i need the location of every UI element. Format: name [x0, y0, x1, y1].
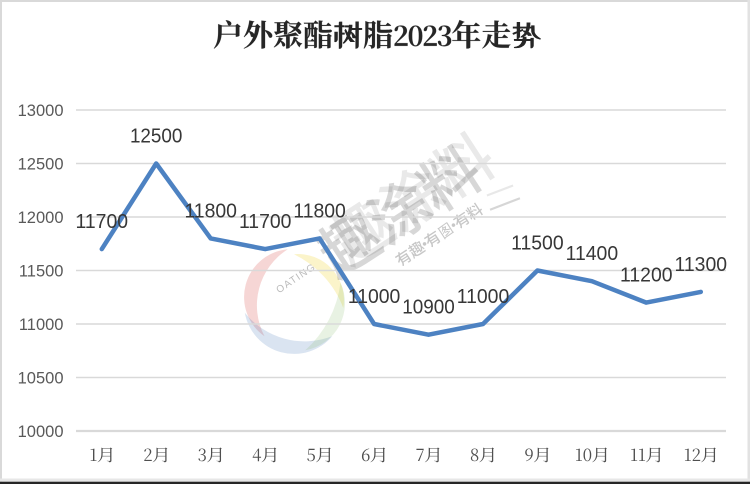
svg-text:10500: 10500 [18, 369, 64, 387]
svg-text:11200: 11200 [620, 265, 673, 287]
svg-text:10900: 10900 [402, 297, 455, 319]
svg-text:11300: 11300 [675, 254, 728, 276]
svg-text:12500: 12500 [130, 126, 183, 148]
svg-text:11400: 11400 [566, 243, 619, 265]
svg-text:11800: 11800 [293, 200, 346, 222]
svg-text:11700: 11700 [76, 211, 129, 233]
svg-text:11000: 11000 [19, 316, 64, 334]
svg-text:11000: 11000 [348, 286, 401, 308]
svg-text:11800: 11800 [184, 200, 237, 222]
svg-text:11700: 11700 [239, 211, 292, 233]
svg-text:10000: 10000 [18, 423, 64, 441]
svg-text:12500: 12500 [18, 155, 64, 173]
svg-text:13000: 13000 [18, 102, 64, 120]
svg-text:11500: 11500 [511, 233, 564, 255]
svg-text:11500: 11500 [19, 262, 64, 280]
svg-text:11000: 11000 [457, 286, 510, 308]
svg-text:12000: 12000 [18, 209, 64, 227]
